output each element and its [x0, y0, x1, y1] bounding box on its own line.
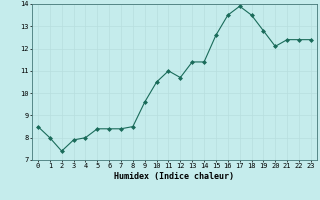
X-axis label: Humidex (Indice chaleur): Humidex (Indice chaleur): [115, 172, 234, 181]
